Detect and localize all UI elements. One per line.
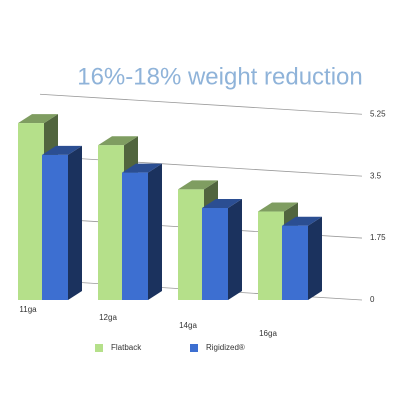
chart-title: 16%-18% weight reduction (77, 63, 363, 90)
x-tick-label: 16ga (259, 329, 277, 338)
bar-top (98, 136, 138, 146)
y-tick-label: 3.5 (370, 171, 382, 180)
bar (202, 208, 228, 300)
grid-line (39, 93, 363, 115)
bar-top (122, 163, 162, 173)
bar (18, 123, 44, 300)
y-tick-label: 5.25 (370, 109, 386, 118)
x-tick-label: 14ga (179, 321, 197, 330)
legend-swatch (95, 344, 103, 352)
bar (98, 145, 124, 300)
legend-label: Rigidized® (206, 343, 245, 352)
bar-top (18, 114, 58, 124)
bar-top (282, 216, 322, 226)
x-tick-label: 11ga (19, 305, 37, 314)
grid-line (39, 155, 363, 177)
bar (42, 154, 68, 300)
legend-label: Flatback (111, 343, 142, 352)
bar (258, 211, 284, 300)
bar-side (308, 216, 322, 300)
bar (122, 172, 148, 300)
bar-side (68, 145, 82, 300)
bar (282, 225, 308, 300)
x-tick-label: 12ga (99, 313, 117, 322)
bar-top (42, 145, 82, 155)
y-tick-label: 0 (370, 295, 375, 304)
y-tick-label: 1.75 (370, 233, 386, 242)
bar-side (148, 163, 162, 300)
bar-top (258, 202, 298, 212)
bar-top (202, 199, 242, 208)
bar-side (228, 199, 242, 300)
bar-top (178, 180, 218, 190)
bar (178, 189, 204, 300)
legend-swatch (190, 344, 198, 352)
